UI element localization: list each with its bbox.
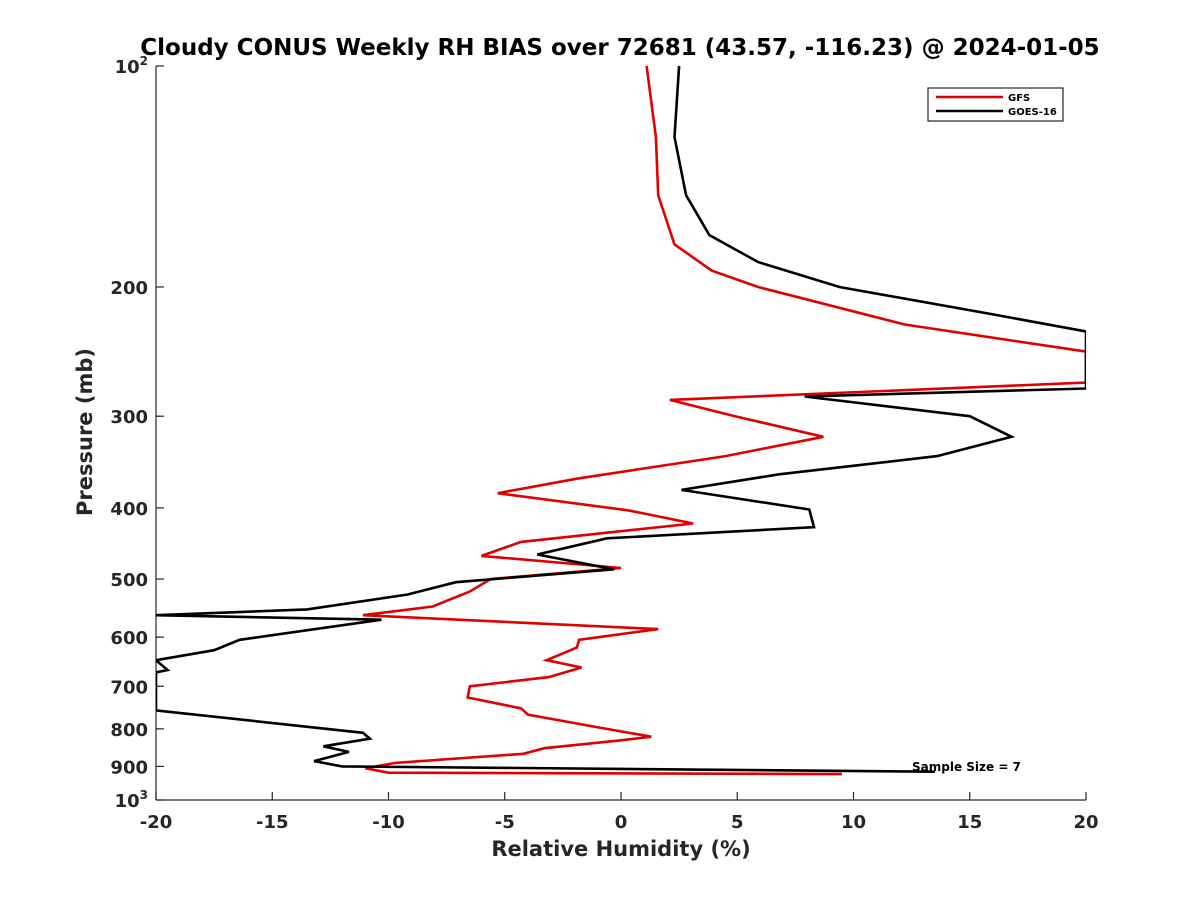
legend-label: GFS [1008,93,1030,104]
x-tick-label: 15 [957,812,982,833]
y-axis-label: Pressure (mb) [73,348,97,516]
series-layer [156,65,1086,776]
x-tick-label: -5 [495,812,515,833]
plot-area [155,66,1086,801]
x-tick-label: 10 [841,812,866,833]
sample-size-annotation: Sample Size = 7 [912,760,1021,774]
series-line-goes-16 [156,65,1086,773]
x-tick-label: 5 [731,812,744,833]
y-tick-label: 800 [110,720,148,741]
x-tick-label: -20 [140,812,173,833]
series-line-gfs [362,65,1086,776]
y-tick-label: 102 [115,54,148,78]
y-tick-label: 900 [110,757,148,778]
x-tick-label: -15 [256,812,289,833]
x-tick-label: 0 [615,812,628,833]
y-axis-ticks: 102 200 300 400 500 600 700 800 900 103 [110,54,164,812]
y-tick-label: 700 [110,677,148,698]
chart-title: Cloudy CONUS Weekly RH BIAS over 72681 (… [140,35,1099,61]
y-tick-label: 300 [110,407,148,428]
y-tick-label: 600 [110,628,148,649]
legend-label: GOES-16 [1008,107,1057,118]
y-tick-label: 103 [115,788,148,812]
x-tick-label: 20 [1073,812,1098,833]
x-axis-ticks: -20 -15 -10 -5 0 5 10 15 20 [140,792,1099,833]
y-tick-label: 500 [110,570,148,591]
x-axis-label: Relative Humidity (%) [491,837,750,861]
y-tick-label: 400 [110,499,148,520]
legend-box [927,87,1064,122]
y-tick-label: 200 [110,278,148,299]
legend: GFS GOES-16 [927,87,1064,122]
x-tick-label: -10 [372,812,405,833]
